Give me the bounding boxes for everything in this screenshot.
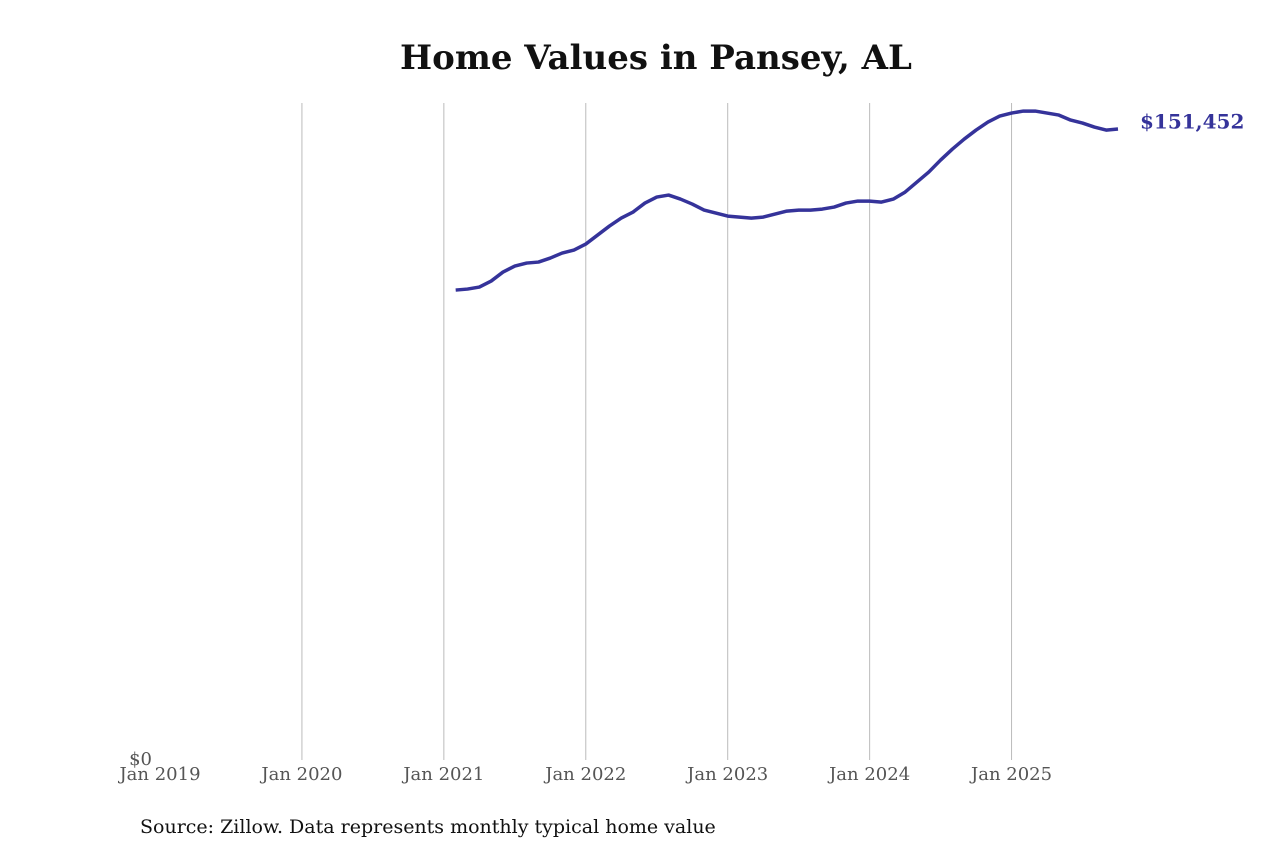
y-tick-label: $0 [129, 749, 152, 770]
chart-title: Home Values in Pansey, AL [400, 38, 912, 78]
x-tick-label: Jan 2022 [543, 764, 626, 785]
x-tick-label: Jan 2019 [117, 764, 200, 785]
value-label: $151,452 [1140, 110, 1244, 134]
data-line [455, 109, 1119, 292]
x-tick-label: Jan 2021 [401, 764, 484, 785]
x-tick-label: Jan 2025 [969, 764, 1052, 785]
x-tick-label: Jan 2020 [259, 764, 342, 785]
source-note: Source: Zillow. Data represents monthly … [140, 816, 716, 838]
x-tick-label: Jan 2024 [827, 764, 910, 785]
x-tick-label: Jan 2023 [685, 764, 768, 785]
